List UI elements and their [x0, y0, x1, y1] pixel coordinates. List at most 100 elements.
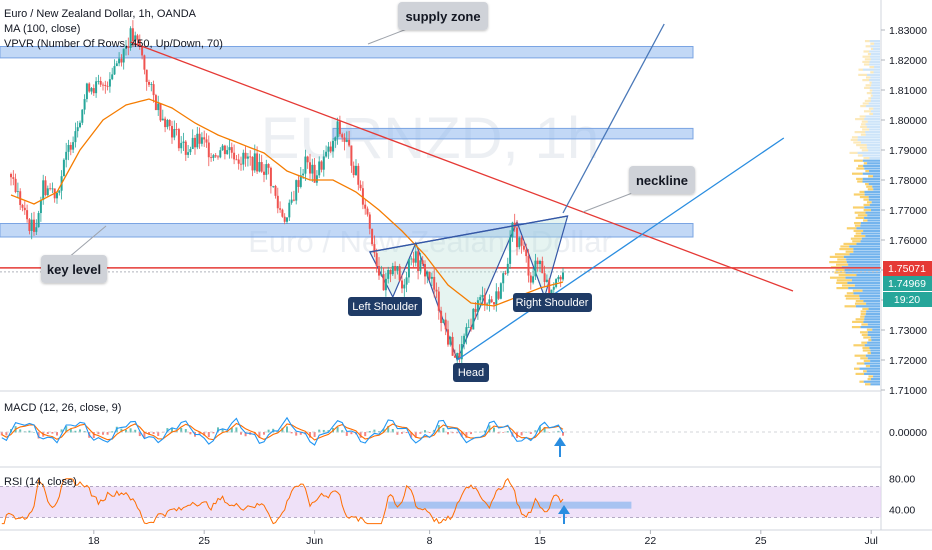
vpvr-down-row: [871, 81, 880, 84]
candle-body: [539, 260, 541, 265]
vpvr-down-row: [865, 105, 880, 108]
vpvr-down-row: [864, 190, 880, 193]
candle-body: [269, 167, 272, 187]
supply-zone-callout[interactable]: supply zone: [367, 2, 488, 45]
ma-indicator-label[interactable]: MA (100, close): [4, 23, 80, 35]
candle-body: [191, 137, 194, 150]
macd-histogram-bar: [391, 428, 394, 433]
candle-body: [545, 279, 548, 282]
vpvr-up-row: [839, 248, 854, 251]
candle-body: [486, 303, 489, 305]
vpvr-up-row: [868, 339, 872, 342]
vpvr-down-row: [868, 198, 880, 201]
candle-body: [207, 142, 210, 158]
vpvr-down-row: [869, 86, 880, 89]
time-axis[interactable]: 18 25 Jun 8 15 22 25 Jul: [88, 530, 878, 547]
candle-body: [46, 188, 49, 196]
candle-body: [499, 283, 502, 299]
candle-body: [412, 258, 415, 263]
macd-histogram-bar: [212, 432, 215, 434]
left-shoulder-tag[interactable]: Left Shoulder: [348, 297, 422, 316]
key-level-callout[interactable]: key level: [41, 225, 107, 283]
macd-histogram-bar: [470, 432, 472, 435]
vpvr-down-row: [862, 289, 880, 292]
vpvr-up-row: [857, 214, 868, 217]
vpvr-down-row: [864, 118, 880, 121]
macd-histogram-bar: [401, 432, 403, 434]
macd-histogram-bar: [69, 428, 72, 433]
candle-body: [355, 165, 357, 176]
chart-symbol-title[interactable]: Euro / New Zealand Dollar, 1h, OANDA: [4, 8, 197, 20]
macd-up-arrow-icon: [554, 437, 566, 457]
vpvr-down-row: [856, 274, 880, 277]
candle-body: [520, 237, 523, 246]
vpvr-down-row: [867, 333, 880, 336]
macd-indicator-label[interactable]: MACD (12, 26, close, 9): [4, 402, 121, 414]
vpvr-down-row: [853, 250, 880, 253]
candle-body: [334, 137, 337, 141]
candle-body: [145, 69, 148, 82]
candle-body: [311, 164, 314, 174]
vpvr-up-row: [836, 263, 849, 266]
candle-body: [428, 271, 431, 279]
vpvr-up-row: [853, 141, 861, 144]
vpvr-down-row: [867, 120, 880, 123]
vpvr-down-row: [871, 92, 880, 95]
macd-histogram-bar: [442, 427, 445, 433]
vpvr-down-row: [847, 281, 880, 284]
macd-histogram-bar: [235, 427, 238, 433]
vpvr-down-row: [845, 271, 880, 274]
vpvr-up-row: [866, 92, 872, 95]
vpvr-up-row: [836, 287, 849, 290]
macd-histogram-bar: [51, 432, 54, 434]
candle-body: [509, 237, 512, 264]
vpvr-down-row: [869, 79, 880, 82]
neckline-callout[interactable]: neckline: [582, 166, 695, 213]
vpvr-down-row: [871, 201, 880, 204]
macd-signal-line: [1, 422, 564, 441]
candle-body: [375, 253, 378, 267]
vpvr-down-row: [849, 253, 880, 256]
vpvr-down-row: [864, 362, 880, 365]
vpvr-up-row: [851, 136, 858, 139]
candle-body: [283, 216, 286, 222]
volume-profile: [829, 40, 880, 386]
macd-histogram-bar: [111, 431, 114, 433]
right-shoulder-tag[interactable]: Right Shoulder: [513, 293, 592, 312]
macd-histogram-bar: [65, 426, 68, 433]
candle-body: [210, 157, 213, 159]
vpvr-up-row: [861, 120, 868, 123]
head-and-shoulders-pattern: [368, 215, 569, 362]
macd-histogram-bar: [520, 432, 523, 436]
head-tag[interactable]: Head: [453, 363, 489, 382]
rsi-line: [1, 477, 564, 525]
vpvr-up-row: [861, 149, 869, 152]
vpvr-up-row: [868, 375, 874, 378]
candle-body: [292, 199, 295, 201]
rsi-indicator-label[interactable]: RSI (14, close): [4, 476, 77, 488]
candle-body: [37, 213, 40, 228]
macd-tick-label: 0.00000: [889, 427, 927, 439]
time-tick-label: 25: [755, 535, 767, 547]
candle-body: [122, 48, 125, 63]
vpvr-down-row: [857, 138, 880, 141]
vpvr-up-row: [864, 58, 871, 61]
vpvr-down-row: [861, 237, 880, 240]
price-tick-label: 1.77000: [889, 205, 927, 217]
vpvr-up-row: [863, 209, 871, 212]
candle-body: [244, 152, 247, 159]
candle-body: [258, 162, 261, 172]
vpvr-up-row: [869, 89, 873, 92]
candle-body: [465, 327, 468, 336]
time-tick-label: 22: [645, 535, 657, 547]
trendlines-layer: [130, 23, 794, 361]
candle-body: [58, 190, 61, 193]
candle-body: [481, 294, 484, 298]
price-axis[interactable]: 1.83000 1.82000 1.81000 1.80000 1.79000 1.780…: [881, 25, 932, 517]
macd-histogram-bar: [327, 430, 330, 433]
vpvr-up-row: [844, 294, 860, 297]
vpvr-down-row: [846, 261, 880, 264]
vpvr-indicator-label[interactable]: VPVR (Number Of Rows, 450, Up/Down, 70): [4, 38, 223, 50]
